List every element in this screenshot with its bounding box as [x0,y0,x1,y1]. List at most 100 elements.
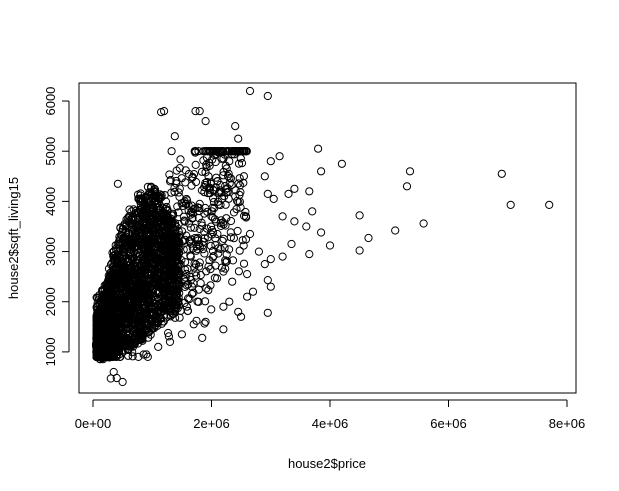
data-point [153,258,162,267]
data-point [113,179,123,188]
data-point [236,147,245,156]
data-point [269,194,278,203]
data-point [497,169,506,178]
data-point [189,279,198,288]
data-point [110,329,119,338]
data-point [145,291,154,301]
data-point [180,298,189,307]
data-point [109,304,118,313]
data-point [165,337,175,346]
data-point [92,324,102,333]
data-point [217,263,226,272]
data-point [225,157,234,166]
data-point [308,207,317,216]
data-point [120,339,130,348]
data-point [178,201,187,210]
data-point [158,228,167,237]
data-point [195,107,204,116]
data-point [183,245,192,254]
data-point [287,239,296,249]
data-point [117,295,126,304]
data-point [314,144,323,153]
data-point [117,298,126,308]
data-point [164,285,173,294]
data-point [165,241,174,250]
data-point [191,268,200,277]
data-point [104,335,114,344]
data-point [229,234,238,243]
data-point [337,159,346,168]
data-point [290,217,299,226]
data-point [112,309,121,318]
x-tick-label: 0e+00 [75,416,112,431]
data-point [208,225,217,235]
data-point [209,252,218,261]
data-point [177,330,186,339]
data-point [140,256,149,265]
data-point [140,219,149,228]
data-point [192,271,201,280]
data-point [143,321,152,330]
data-point [209,197,218,207]
data-point [103,321,112,331]
data-point [146,275,156,284]
data-point [188,172,197,182]
data-point [234,134,243,143]
data-point [122,234,131,244]
data-point [196,271,205,280]
data-point [125,205,134,214]
y-tick-label: 3000 [43,237,58,266]
data-point [194,240,203,249]
data-point [170,132,179,141]
data-point [201,117,210,126]
data-point [225,245,234,254]
data-point [150,196,159,206]
data-point [419,219,428,228]
data-point [391,226,400,235]
data-point [118,282,127,291]
data-point [138,313,147,322]
data-point [237,312,246,321]
data-point [128,352,137,361]
data-point [207,212,216,221]
data-point [198,333,207,342]
data-point [190,259,199,268]
data-point [200,319,209,328]
data-point [171,313,180,322]
data-point [174,208,183,217]
data-point [157,108,166,117]
data-point [112,352,121,361]
data-point [130,306,139,315]
data-point [169,286,178,295]
x-tick-label: 8e+06 [549,416,586,431]
data-point [109,367,118,377]
data-point [190,223,199,232]
data-point [185,236,194,245]
data-point [125,330,134,339]
data-point [305,187,314,196]
data-point [212,173,221,182]
data-point [203,147,212,156]
data-point [176,155,185,164]
data-point [124,320,133,329]
data-point [201,178,210,188]
data-point [166,293,175,302]
data-point [191,260,201,269]
data-point [152,276,161,286]
data-point [284,189,293,198]
data-point [219,325,228,334]
data-point [235,174,244,183]
data-point [188,173,197,182]
data-point [93,339,102,348]
data-point [117,276,127,285]
data-point [126,263,135,273]
data-point [195,199,204,208]
data-point [204,286,213,295]
data-point [204,262,213,271]
data-point [216,244,225,253]
data-point [156,269,165,279]
data-point [266,255,275,264]
data-point [93,299,102,308]
data-point [126,240,135,249]
data-point [201,297,210,306]
